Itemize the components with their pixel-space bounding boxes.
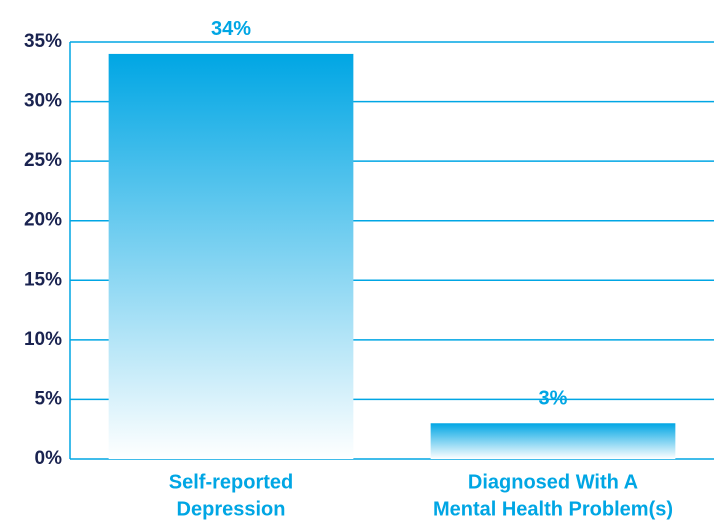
y-tick-label: 20% bbox=[24, 210, 62, 231]
y-tick-label: 5% bbox=[35, 388, 63, 409]
y-tick-label: 25% bbox=[24, 150, 62, 171]
x-tick-label: Self-reported bbox=[169, 471, 293, 493]
y-tick-label: 10% bbox=[24, 329, 62, 350]
x-tick-label: Mental Health Problem(s) bbox=[433, 498, 673, 520]
x-tick-label: Diagnosed With A bbox=[468, 471, 638, 493]
y-tick-label: 35% bbox=[24, 31, 62, 52]
y-tick-label: 0% bbox=[35, 448, 63, 469]
bar bbox=[108, 53, 354, 460]
y-tick-label: 30% bbox=[24, 91, 62, 112]
value-label: 3% bbox=[539, 388, 568, 410]
bar bbox=[430, 423, 676, 459]
value-label: 34% bbox=[211, 18, 251, 40]
x-tick-label: Depression bbox=[177, 498, 286, 520]
y-tick-label: 15% bbox=[24, 269, 62, 290]
